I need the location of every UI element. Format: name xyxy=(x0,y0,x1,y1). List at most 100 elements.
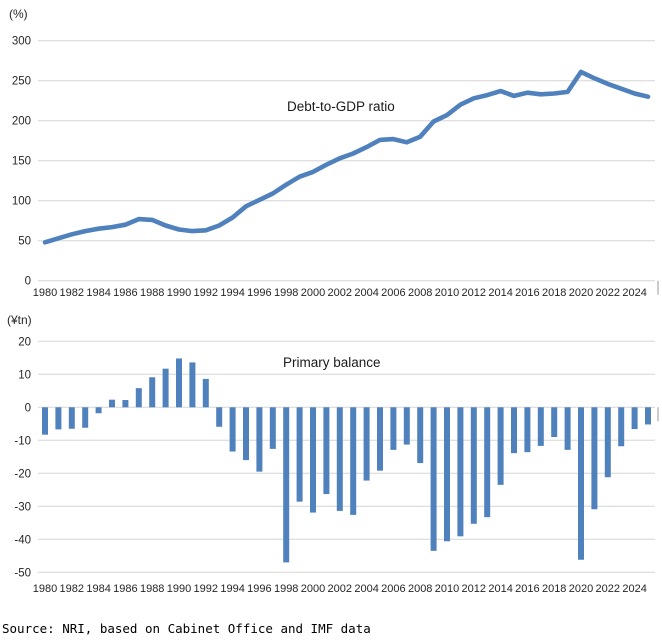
y-tick-label: 0 xyxy=(25,402,31,414)
y-tick-label: 150 xyxy=(12,156,31,168)
primary-balance-bar xyxy=(243,407,249,461)
x-tick-label: 1998 xyxy=(274,287,298,299)
primary-balance-bar xyxy=(417,407,424,464)
primary-balance-bar xyxy=(202,378,209,408)
primary-balance-bar xyxy=(336,407,343,511)
x-tick-label: 2022 xyxy=(596,583,620,595)
x-tick-label: 1986 xyxy=(113,583,137,595)
x-tick-label: 1990 xyxy=(167,287,191,299)
x-tick-label: 1994 xyxy=(220,583,244,595)
x-tick-label: 2020 xyxy=(569,287,593,299)
x-tick-label: 2012 xyxy=(462,287,486,299)
y-tick-label: -50 xyxy=(14,567,31,579)
x-tick-label: 2004 xyxy=(354,287,378,299)
primary-balance-bar xyxy=(537,407,544,446)
primary-balance-bar xyxy=(484,407,491,518)
x-tick-label: 1996 xyxy=(247,583,271,595)
primary-balance-bar xyxy=(604,407,611,478)
top-chart-unit-label: (%) xyxy=(9,7,28,21)
x-tick-label: 2024 xyxy=(622,287,646,299)
x-tick-label: 1994 xyxy=(220,287,244,299)
primary-balance-bar xyxy=(524,407,531,453)
bottom-chart-unit-label: (¥tn) xyxy=(7,313,32,327)
y-tick-label: 300 xyxy=(12,36,31,48)
x-tick-label: 2024 xyxy=(622,583,646,595)
primary-balance-bar xyxy=(109,399,115,408)
x-tick-label: 1986 xyxy=(113,287,137,299)
primary-balance-bar xyxy=(149,377,156,408)
primary-balance-bar xyxy=(578,407,584,560)
primary-balance-bar xyxy=(162,368,169,408)
primary-balance-bar xyxy=(310,407,316,513)
primary-balance-bar xyxy=(296,407,303,502)
primary-balance-bar xyxy=(68,407,75,429)
primary-balance-bar xyxy=(511,407,517,454)
x-tick-label: 1988 xyxy=(140,583,164,595)
x-tick-label: 2022 xyxy=(596,287,620,299)
y-tick-label: -10 xyxy=(14,435,31,447)
x-tick-label: 1992 xyxy=(194,287,218,299)
x-tick-label: 1984 xyxy=(86,583,110,595)
x-tick-label: 2016 xyxy=(515,583,539,595)
y-tick-label: 20 xyxy=(18,336,31,348)
primary-balance-bar xyxy=(229,407,236,452)
x-tick-label: 2016 xyxy=(515,287,539,299)
y-tick-label: -20 xyxy=(14,468,31,480)
primary-balance-bar xyxy=(283,407,290,563)
source-note: Source: NRI, based on Cabinet Office and… xyxy=(2,621,371,636)
primary-balance-bar xyxy=(55,407,62,430)
x-tick-label: 2014 xyxy=(488,287,512,299)
primary-balance-bar xyxy=(323,407,330,495)
x-tick-label: 1998 xyxy=(274,583,298,595)
x-tick-label: 2020 xyxy=(569,583,593,595)
x-tick-label: 2006 xyxy=(381,583,405,595)
primary-balance-bar xyxy=(189,362,196,408)
primary-balance-bar xyxy=(403,407,410,445)
x-tick-label: 1996 xyxy=(247,287,271,299)
x-tick-label: 1984 xyxy=(86,287,110,299)
primary-balance-bar xyxy=(363,407,370,481)
bar-series-label: Primary balance xyxy=(283,355,381,370)
x-tick-label: 1982 xyxy=(60,583,84,595)
x-tick-label: 2018 xyxy=(542,287,566,299)
primary-balance-bar xyxy=(256,407,263,472)
x-tick-label: 2008 xyxy=(408,583,432,595)
y-tick-label: 10 xyxy=(18,369,31,381)
primary-balance-bar xyxy=(564,407,571,450)
x-tick-label: 1988 xyxy=(140,287,164,299)
debt-to-gdp-line xyxy=(42,69,651,245)
x-tick-label: 2002 xyxy=(328,287,352,299)
x-tick-label: 2008 xyxy=(408,287,432,299)
x-tick-label: 2000 xyxy=(301,287,325,299)
x-tick-label: 2012 xyxy=(462,583,486,595)
primary-balance-bar xyxy=(470,407,477,524)
primary-balance-bar xyxy=(42,407,48,435)
x-tick-label: 2006 xyxy=(381,287,405,299)
x-tick-label: 2014 xyxy=(488,583,512,595)
y-tick-label: -40 xyxy=(14,534,31,546)
x-tick-label: 1980 xyxy=(33,583,57,595)
primary-balance-bar xyxy=(444,407,450,542)
primary-balance-bar xyxy=(216,407,223,427)
primary-balance-bar xyxy=(390,407,397,450)
x-tick-label: 2018 xyxy=(542,583,566,595)
primary-balance-bar xyxy=(457,407,464,537)
primary-balance-bar xyxy=(135,388,142,408)
line-series-label: Debt-to-GDP ratio xyxy=(287,99,395,114)
primary-balance-bar xyxy=(82,407,89,428)
x-tick-label: 2002 xyxy=(328,583,352,595)
primary-balance-bar xyxy=(430,407,437,551)
primary-balance-bar xyxy=(269,407,276,449)
primary-balance-bar xyxy=(618,407,625,447)
y-tick-label: 0 xyxy=(25,276,31,288)
primary-balance-bar xyxy=(645,407,651,425)
primary-balance-bar xyxy=(95,407,102,414)
x-tick-label: 2004 xyxy=(354,583,378,595)
y-tick-label: 50 xyxy=(18,236,31,248)
primary-balance-bar xyxy=(350,407,357,515)
x-tick-label: 2010 xyxy=(435,287,459,299)
primary-balance-bar xyxy=(631,407,638,430)
y-tick-label: 250 xyxy=(12,76,31,88)
